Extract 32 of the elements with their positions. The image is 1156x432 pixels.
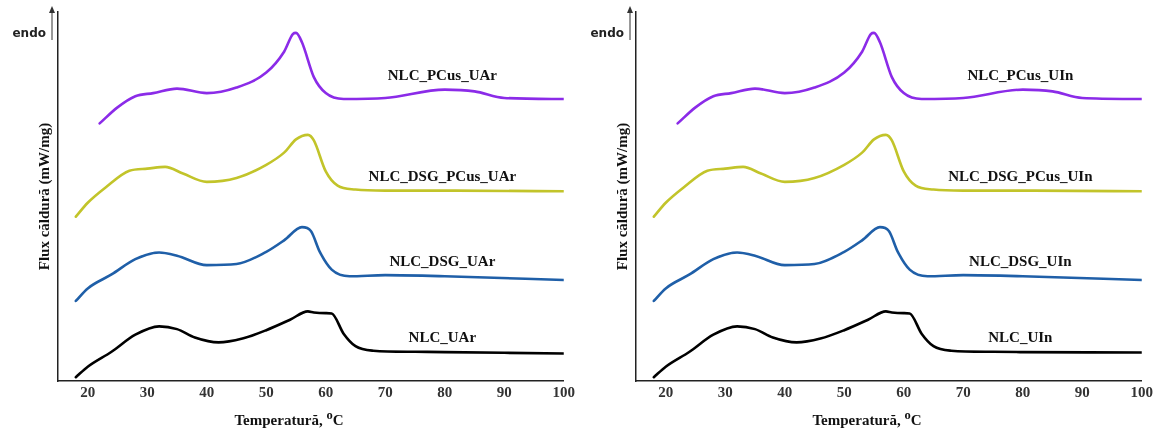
series-label: NLC_PCus_UIn: [967, 66, 1074, 83]
x-tick-label: 90: [496, 383, 512, 400]
series-label: NLC_DSG_PCus_UAr: [368, 167, 517, 184]
x-tick-label: 50: [836, 383, 852, 400]
x-tick-label: 80: [1015, 383, 1031, 400]
series-label: NLC_DSG_PCus_UIn: [948, 167, 1094, 184]
x-tick-label: 70: [377, 383, 393, 400]
x-tick-label: 100: [552, 383, 575, 400]
x-tick-label: 20: [80, 383, 96, 400]
y-axis-title: Flux căldură (mW/mg): [613, 122, 631, 271]
x-tick-label: 30: [717, 383, 733, 400]
x-tick-label: 20: [658, 383, 674, 400]
x-tick-label: 50: [258, 383, 274, 400]
x-tick-label: 60: [896, 383, 912, 400]
series-label: NLC_PCus_UAr: [387, 66, 498, 83]
text: endo: [590, 26, 624, 41]
text: endo: [12, 26, 46, 41]
x-tick-label: 40: [777, 383, 793, 400]
series-label: NLC_DSG_UIn: [969, 253, 1073, 270]
x-axis-title: Temperatură, $^{o}$C: [811, 408, 923, 429]
x-tick-label: 90: [1074, 383, 1090, 400]
x-tick-label: 40: [199, 383, 215, 400]
series-label: NLC_UIn: [988, 329, 1054, 346]
x-axis-title: Temperatură, $^{o}$C: [233, 408, 345, 429]
y-axis-title: Flux căldură (mW/mg): [35, 122, 53, 271]
x-tick-label: 70: [955, 383, 971, 400]
x-tick-label: 80: [437, 383, 453, 400]
x-tick-label: 60: [318, 383, 334, 400]
series-label: NLC_DSG_UAr: [389, 253, 496, 270]
x-tick-label: 30: [139, 383, 155, 400]
x-tick-label: 100: [1130, 383, 1153, 400]
series-label: NLC_UAr: [408, 329, 477, 346]
